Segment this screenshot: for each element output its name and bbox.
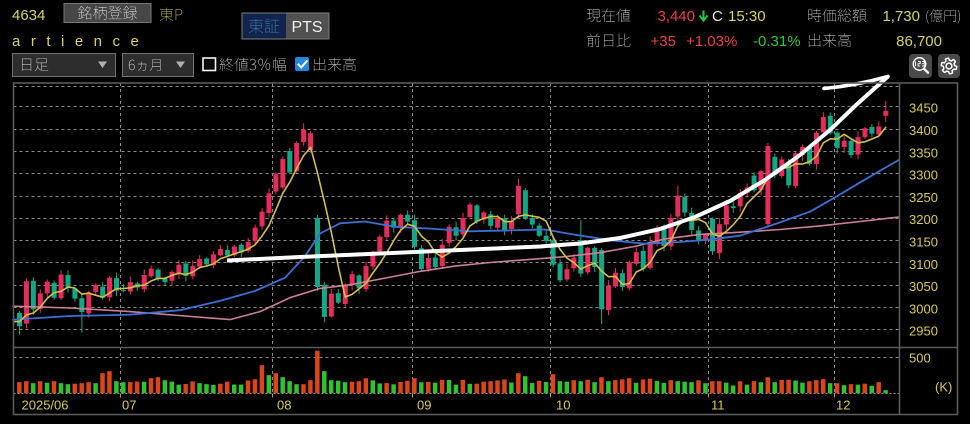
svg-text:09: 09 <box>417 398 431 413</box>
svg-text:3100: 3100 <box>909 257 938 272</box>
svg-text:3150: 3150 <box>909 235 938 250</box>
svg-text:10: 10 <box>556 398 570 413</box>
svg-text:08: 08 <box>277 398 291 413</box>
svg-text:C: C <box>712 8 723 25</box>
svg-text:15:30: 15:30 <box>728 8 766 25</box>
svg-text:3350: 3350 <box>909 145 938 160</box>
svg-text:11: 11 <box>711 398 725 413</box>
svg-text:3,440: 3,440 <box>657 8 695 25</box>
svg-text:artience: artience <box>12 33 149 50</box>
svg-text:+35: +35 <box>651 33 676 50</box>
svg-text:3200: 3200 <box>909 212 938 227</box>
svg-text:4634: 4634 <box>12 7 45 24</box>
svg-text:+1.03%: +1.03% <box>686 33 737 50</box>
svg-text:500: 500 <box>909 350 931 365</box>
svg-text:3050: 3050 <box>909 279 938 294</box>
svg-text:12: 12 <box>836 398 850 413</box>
svg-text:(K): (K) <box>935 380 952 395</box>
svg-text:-0.31%: -0.31% <box>753 33 801 50</box>
svg-text:3300: 3300 <box>909 168 938 183</box>
svg-text:3000: 3000 <box>909 301 938 316</box>
svg-text:PTS: PTS <box>291 19 322 36</box>
svg-text:86,700: 86,700 <box>896 33 942 50</box>
svg-text:1,730: 1,730 <box>882 8 920 25</box>
svg-text:07: 07 <box>122 398 136 413</box>
svg-text:3450: 3450 <box>909 101 938 116</box>
svg-text:3250: 3250 <box>909 190 938 205</box>
svg-text:2025/06: 2025/06 <box>22 398 69 413</box>
svg-text:3400: 3400 <box>909 123 938 138</box>
svg-text:2950: 2950 <box>909 324 938 339</box>
